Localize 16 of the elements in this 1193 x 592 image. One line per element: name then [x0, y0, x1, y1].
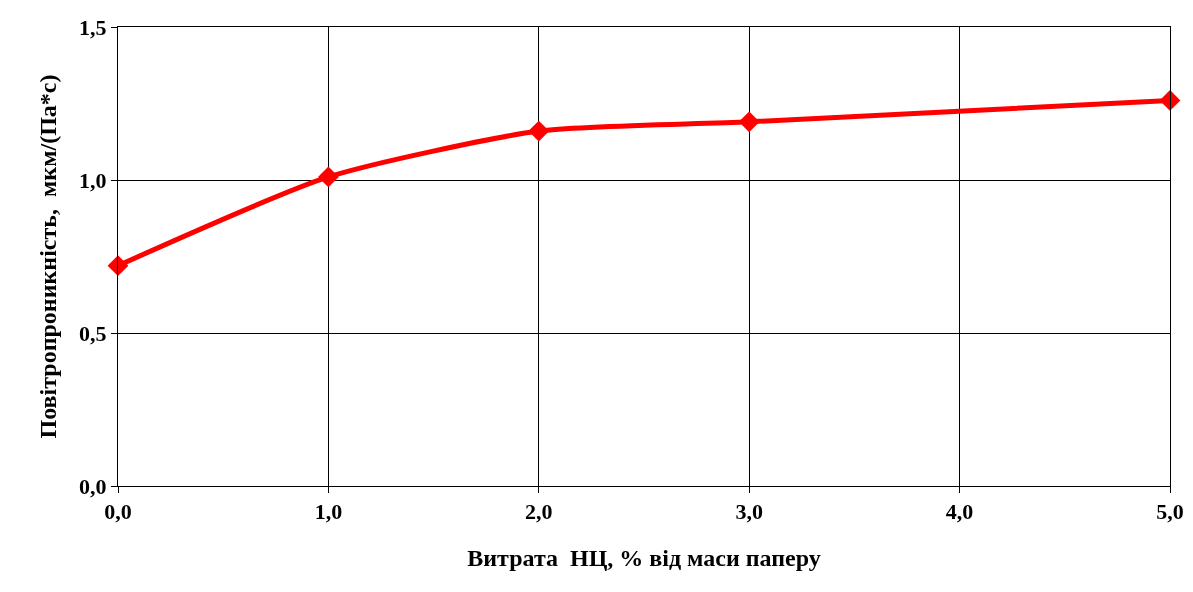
x-tick-label: 0,0 [104, 499, 132, 525]
y-tick-label: 0,0 [79, 473, 107, 499]
x-tick-label: 5,0 [1156, 499, 1184, 525]
x-tick-label: 4,0 [945, 499, 974, 525]
x-tick-label: 3,0 [735, 499, 763, 525]
x-tick-label: 2,0 [525, 499, 553, 525]
point [107, 255, 129, 277]
y-tick-label: 1,0 [79, 167, 107, 193]
x-axis-title: Витрата НЦ, % від маси паперу [467, 544, 821, 571]
point [318, 166, 339, 188]
x-tick-label: 1,0 [314, 499, 343, 525]
point [528, 120, 550, 142]
y-axis-title: Повітропроникність, мкм/(Па*с) [35, 74, 62, 439]
y-tick-label: 1,5 [79, 14, 107, 40]
point [738, 111, 760, 133]
y-tick-label: 0,5 [79, 320, 107, 346]
